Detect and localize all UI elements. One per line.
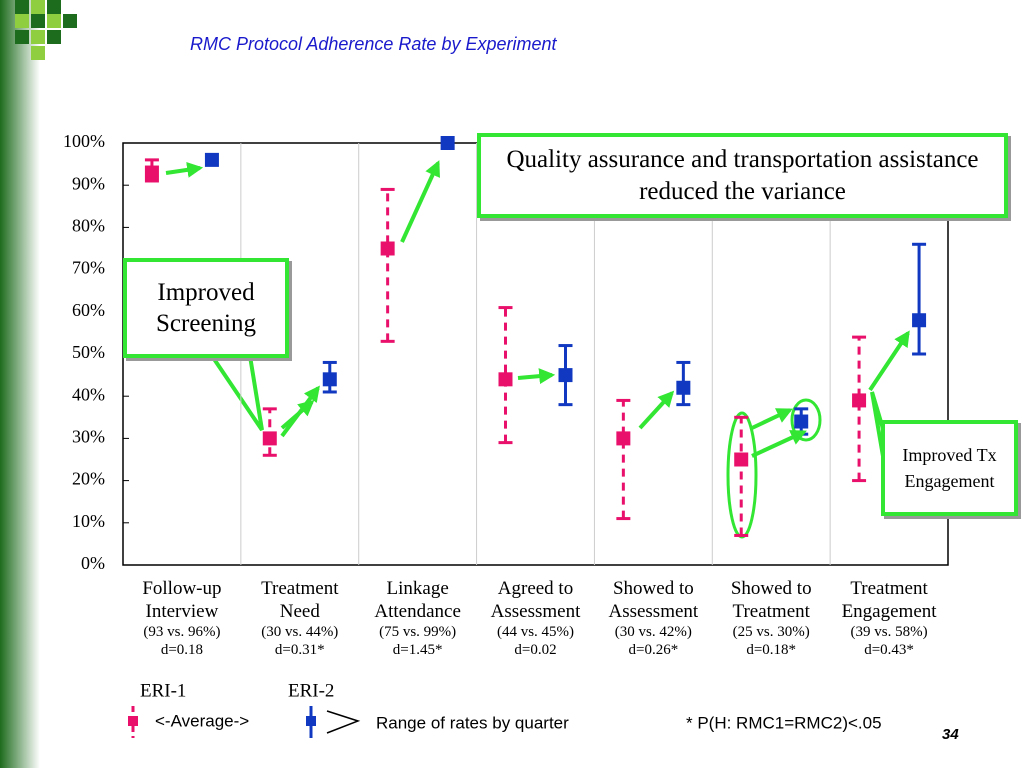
category-name: Follow-up Interview: [142, 578, 222, 622]
highlight: [726, 411, 758, 539]
category-note: d=0.26*: [628, 642, 679, 658]
logo: [15, 0, 77, 44]
point: [912, 313, 927, 328]
y-tick-label: 70%: [72, 258, 105, 278]
category-note: (75 vs. 99%): [379, 624, 457, 640]
x-tick-label: Showed to Treatment (25 vs. 30%) d=0.18*: [713, 577, 829, 659]
category-note: (39 vs. 58%): [850, 624, 928, 640]
category-note: d=0.02: [514, 642, 557, 658]
point: [498, 372, 513, 387]
y-tick-label: 40%: [72, 384, 105, 404]
y-tick-label: 50%: [72, 342, 105, 362]
page-number: 34: [942, 726, 959, 743]
point: [144, 165, 159, 180]
y-tick-label: 20%: [72, 469, 105, 489]
point: [852, 393, 867, 408]
y-tick-label: 60%: [72, 300, 105, 320]
callout-pointer: [208, 354, 264, 432]
legend-label: ERI-2: [288, 680, 334, 701]
legend-average: <-Average->: [155, 711, 249, 730]
category-note: (25 vs. 30%): [732, 624, 810, 640]
title: RMC Protocol Adherence Rate by Experimen…: [190, 34, 557, 54]
logo: [15, 0, 61, 60]
annotation: Improved Screening: [123, 258, 289, 358]
point: [262, 431, 277, 446]
x-tick-label: Treatment Engagement (39 vs. 58%) d=0.43*: [831, 577, 947, 659]
category-note: d=0.18: [160, 642, 204, 658]
point: [616, 431, 631, 446]
category-note: (93 vs. 96%): [143, 624, 221, 640]
side-strip: [0, 0, 40, 768]
point: [676, 380, 691, 395]
y-tick-label: 90%: [72, 173, 105, 193]
point: [734, 452, 749, 467]
category-note: (30 vs. 42%): [614, 624, 692, 640]
category-note: d=1.45*: [392, 642, 443, 658]
point: [558, 368, 573, 383]
point: [322, 372, 337, 387]
y-tick-label: 100%: [63, 131, 105, 151]
category-note: (44 vs. 45%): [496, 624, 575, 640]
x-tick-label: Follow-up Interview (93 vs. 96%) d=0.18: [124, 577, 240, 659]
category-note: d=0.18*: [746, 642, 797, 658]
y-tick-label: 30%: [72, 427, 105, 447]
category-name: Agreed to Assessment: [490, 578, 581, 622]
footnote: * P(H: RMC1=RMC2)<.05: [686, 713, 882, 732]
legend-swatch: [128, 716, 138, 726]
category-name: Linkage Attendance: [374, 578, 461, 622]
category-name: Treatment Engagement: [841, 578, 937, 622]
legend-range: Range of rates by quarter: [376, 713, 569, 732]
legend-bracket: [326, 710, 361, 734]
legend-swatch: [306, 716, 316, 726]
x-tick-label: Showed to Assessment (30 vs. 42%) d=0.26*: [595, 577, 711, 659]
point: [204, 152, 219, 167]
legend: ERI-1 ERI-2 <-Average-> Range of rates b…: [128, 680, 569, 738]
point: [380, 241, 395, 256]
point: [794, 414, 809, 429]
category-name: Showed to Assessment: [608, 578, 699, 622]
y-tick-label: 10%: [72, 511, 105, 531]
category-note: d=0.31*: [274, 642, 325, 658]
x-tick-label: Linkage Attendance (75 vs. 99%) d=1.45*: [360, 577, 476, 659]
y-tick-label: 0%: [81, 553, 105, 573]
y-tick-label: 80%: [72, 216, 105, 236]
arrows: [165, 160, 910, 458]
legend-label: ERI-1: [140, 680, 186, 701]
category-note: (30 vs. 44%): [261, 624, 339, 640]
annotation: Improved Tx Engagement: [881, 420, 1018, 516]
annotation: Quality assurance and transportation ass…: [477, 133, 1008, 218]
x-tick-label: Agreed to Assessment (44 vs. 45%) d=0.02: [478, 577, 594, 659]
point: [440, 136, 455, 150]
x-tick-label: Treatment Need (30 vs. 44%) d=0.31*: [242, 577, 358, 659]
category-note: d=0.43*: [864, 642, 914, 658]
category-name: Showed to Treatment: [730, 578, 812, 622]
category-name: Treatment Need: [261, 578, 339, 622]
